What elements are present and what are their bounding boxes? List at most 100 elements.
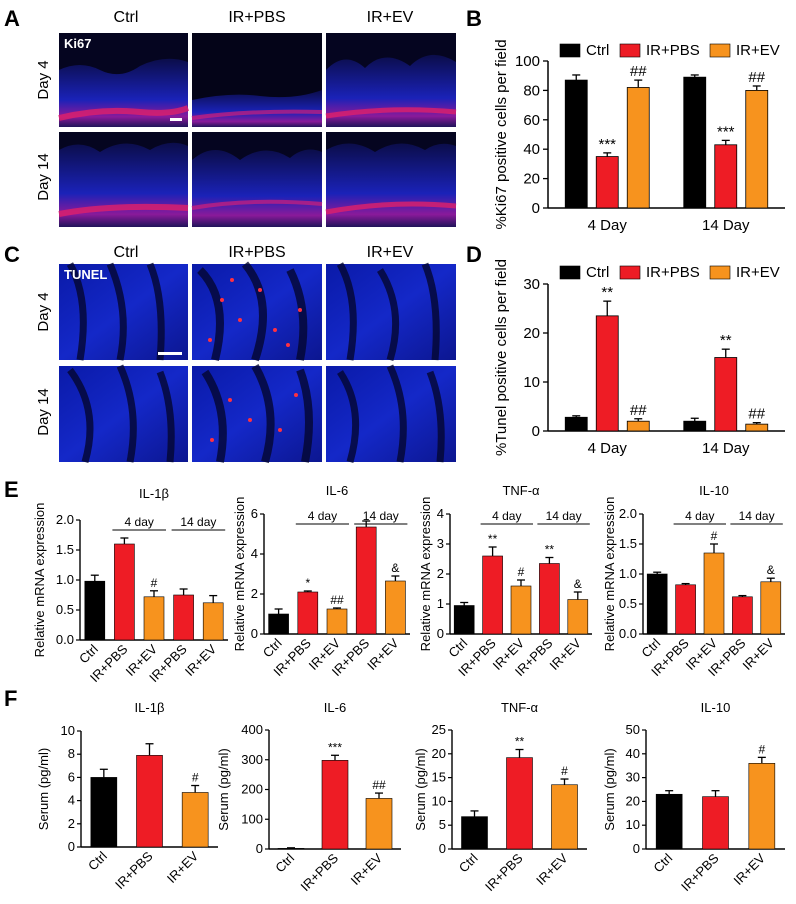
chart-f3-y-label: Serum (pg/ml) xyxy=(413,748,428,830)
chart-e1-group-label: 14 day xyxy=(180,515,216,529)
chart-e1-bar xyxy=(114,543,135,641)
chart-e3-sig-label: # xyxy=(518,565,525,579)
chart-b-bar xyxy=(745,90,769,209)
chart-e1-ytick-label: 2.0 xyxy=(56,512,74,527)
chart-d-ytick-label: 30 xyxy=(523,276,540,293)
scale-bar-c xyxy=(158,352,182,355)
chart-d-x-label: 14 Day xyxy=(702,440,750,457)
chart-d-legend-label: IR+PBS xyxy=(646,264,700,281)
chart-b-legend-swatch xyxy=(559,43,581,58)
chart-e3-bar xyxy=(539,563,560,635)
chart-b: 0 20 40 60 80 100 %Ki67 positive cells per fie… xyxy=(493,39,785,234)
chart-e3-group-label: 4 day xyxy=(492,509,521,523)
chart-f3-ytick-label: 25 xyxy=(432,722,446,737)
chart-e2-ytick-label: 2 xyxy=(251,586,258,601)
chart-e2-ytick-label: 6 xyxy=(251,506,258,521)
chart-e3-group-label: 14 day xyxy=(546,509,582,523)
chart-e3-sig-label: ** xyxy=(545,543,555,557)
chart-f3-ytick-label: 10 xyxy=(432,793,446,808)
micrograph-a-day4-irev xyxy=(325,33,457,128)
chart-b-ytick-label: 100 xyxy=(515,53,540,70)
chart-d: 0 10 20 30 %Tunel positive cells per field 4 … xyxy=(493,259,785,457)
chart-f4-ytick-label: 40 xyxy=(626,746,640,761)
chart-e3-bar xyxy=(567,599,589,635)
panel-label-c: C xyxy=(4,242,20,267)
chart-f3-bar xyxy=(506,757,533,850)
chart-d-sig-label: ** xyxy=(720,332,732,349)
chart-b-x-label: 4 Day xyxy=(588,217,628,234)
chart-f3-bar xyxy=(551,784,578,850)
chart-b-legend-swatch xyxy=(709,43,731,58)
micrograph-c-day4-irpbs xyxy=(192,261,322,362)
chart-b-legend-label: IR+PBS xyxy=(646,42,700,59)
chart-f2-x-label: IR+PBS xyxy=(298,850,342,894)
chart-f3-sig-label: ** xyxy=(515,735,525,749)
chart-e1-x-label: IR+EV xyxy=(182,641,220,679)
chart-f1: 0 2 4 6 8 10 Serum (pg/ml) IL-1β Ctrl IR+PBS # IR+E… xyxy=(36,700,218,892)
chart-f4-x-label: IR+PBS xyxy=(678,850,722,894)
chart-b-bar xyxy=(564,79,588,209)
chart-e1: 0.0 0.5 1.0 1.5 2.0 Relative mRNA expression I… xyxy=(32,486,228,685)
chart-d-bar xyxy=(626,420,650,432)
chart-d-bar xyxy=(745,423,769,432)
chart-b-ytick-label: 60 xyxy=(523,112,540,129)
chart-e1-x-label: Ctrl xyxy=(76,641,101,666)
chart-e3-ytick-label: 4 xyxy=(437,506,444,521)
panel-c-col-irpbs: IR+PBS xyxy=(228,244,285,261)
chart-f4-ytick-label: 10 xyxy=(626,817,640,832)
chart-e1-ytick-label: 0.5 xyxy=(56,602,74,617)
chart-d-legend-swatch xyxy=(709,265,731,280)
chart-e2-x-label: IR+EV xyxy=(364,635,402,673)
chart-e3-bar xyxy=(453,605,475,635)
chart-f2: 0 100 200 300 400 Serum (pg/ml) IL-6 Ctrl *** IR+… xyxy=(216,700,401,894)
chart-b-x-label: 14 Day xyxy=(702,217,750,234)
chart-e4-ytick-label: 1.5 xyxy=(619,536,637,551)
chart-e4-y-label: Relative mRNA expression xyxy=(602,497,617,652)
chart-e2-sig-label: * xyxy=(305,576,310,590)
chart-f3-x-label: IR+PBS xyxy=(482,850,526,894)
chart-e2-bar xyxy=(268,613,289,635)
chart-e3-ytick-label: 0 xyxy=(437,626,444,641)
panel-a-row-day14: Day 14 xyxy=(35,153,52,201)
chart-b-bar xyxy=(683,76,707,209)
chart-e2-bar xyxy=(326,608,348,635)
chart-e3-ytick-label: 3 xyxy=(437,536,444,551)
chart-b-sig-label: ## xyxy=(748,69,765,86)
panel-c-row-day14: Day 14 xyxy=(35,388,52,436)
chart-e1-y-label: Relative mRNA expression xyxy=(32,503,47,658)
chart-f4-ytick-label: 20 xyxy=(626,793,640,808)
chart-e3-y-label: Relative mRNA expression xyxy=(418,497,433,652)
chart-e2-bar xyxy=(355,526,377,635)
chart-e2-bar xyxy=(297,591,319,635)
chart-e4-group-label: 14 day xyxy=(739,509,775,523)
chart-e1-title: IL-1β xyxy=(139,486,169,501)
chart-f2-bar xyxy=(365,798,393,850)
panel-label-d: D xyxy=(466,242,482,267)
chart-f2-ytick-label: 100 xyxy=(241,811,263,826)
micrograph-c-day14-ctrl xyxy=(59,364,188,463)
chart-e1-ytick-label: 1.5 xyxy=(56,542,74,557)
chart-f2-sig-label: *** xyxy=(328,740,342,754)
chart-e4-bar xyxy=(703,552,725,635)
micrograph-a-day14-irpbs xyxy=(191,132,323,227)
chart-e3-sig-label: & xyxy=(574,577,582,591)
micrograph-c-day14-irpbs xyxy=(192,364,322,464)
chart-e4-ytick-label: 0.5 xyxy=(619,596,637,611)
chart-f3-sig-label: # xyxy=(561,764,568,778)
chart-f4: 0 10 20 30 40 50 Serum (pg/ml) IL-10 Ctrl IR+PBS #… xyxy=(602,700,785,894)
chart-f4-ytick-label: 30 xyxy=(626,770,640,785)
micrograph-a-day14-ctrl xyxy=(58,132,189,227)
chart-b-legend-swatch xyxy=(619,43,641,58)
chart-d-legend-swatch xyxy=(619,265,641,280)
chart-e2-group-label: 14 day xyxy=(363,509,399,523)
chart-e3-sig-label: ** xyxy=(488,532,498,546)
chart-f2-x-label: Ctrl xyxy=(272,850,297,875)
chart-f3-x-label: Ctrl xyxy=(456,850,481,875)
chart-f3-ytick-label: 20 xyxy=(432,746,446,761)
chart-f1-sig-label: # xyxy=(192,771,199,785)
chart-f2-x-label: IR+EV xyxy=(348,850,386,888)
chart-f4-bar xyxy=(748,763,776,850)
chart-e2-group-label: 4 day xyxy=(308,509,337,523)
